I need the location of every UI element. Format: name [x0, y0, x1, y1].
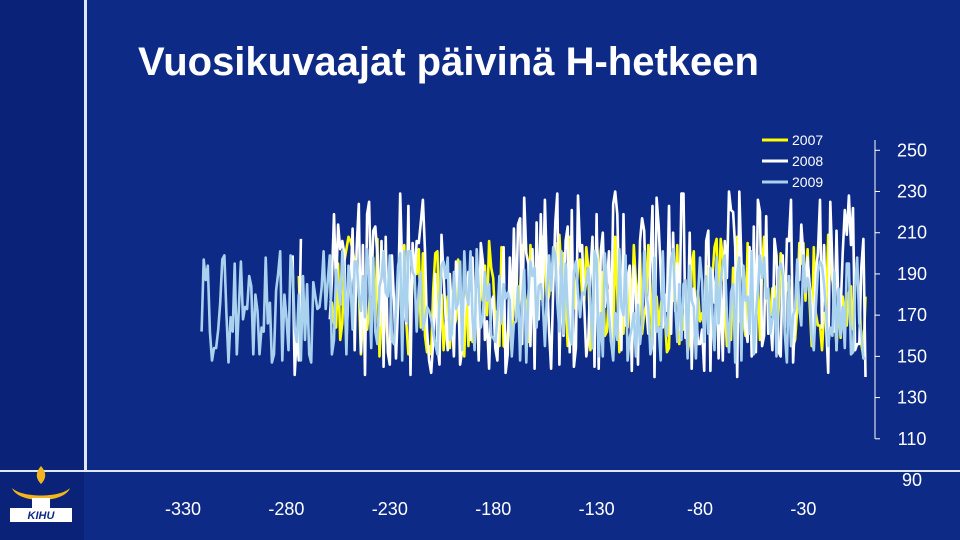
y-tick-label: 210 [897, 223, 927, 243]
horizontal-divider [0, 470, 960, 472]
x-tick-label: -180 [475, 499, 511, 519]
slide-title: Vuosikuvaajat päivinä H-hetkeen [138, 40, 759, 84]
legend-label-2008: 2008 [792, 153, 823, 169]
logo-plate [10, 508, 72, 522]
y-tick-label: 150 [897, 346, 927, 366]
y-tick-label: 130 [897, 388, 927, 408]
y-tick-label: 90 [902, 470, 922, 490]
y-axis: 250 230 210 190 170 150 130 110 90 [874, 140, 927, 490]
series-line-2009 [200, 245, 866, 364]
bowl-icon [12, 488, 70, 500]
legend-label-2007: 2007 [792, 132, 823, 148]
x-tick-label: -230 [372, 499, 408, 519]
x-tick-label: -130 [579, 499, 615, 519]
y-tick-label: 110 [898, 429, 927, 449]
logo-text: KIHU [28, 510, 56, 522]
y-tick-label: 170 [897, 305, 927, 325]
x-tick-label: -330 [165, 499, 201, 519]
x-tick-label: -30 [790, 499, 816, 519]
kihu-logo: KIHU [10, 466, 72, 522]
flame-icon [36, 466, 46, 484]
left-sidebar-band [0, 0, 84, 540]
chart-legend: 2007 2008 2009 [762, 132, 823, 190]
legend-label-2009: 2009 [792, 174, 823, 190]
y-tick-label: 230 [897, 182, 927, 202]
series-layer [200, 190, 867, 379]
x-tick-label: -280 [268, 499, 304, 519]
pedestal-icon [32, 498, 50, 508]
y-tick-label: 190 [897, 264, 927, 284]
x-tick-label: -80 [687, 499, 713, 519]
y-tick-label: 250 [897, 140, 927, 160]
x-axis: -330 -280 -230 -180 -130 -80 -30 [165, 499, 816, 519]
vertical-divider [84, 0, 87, 470]
